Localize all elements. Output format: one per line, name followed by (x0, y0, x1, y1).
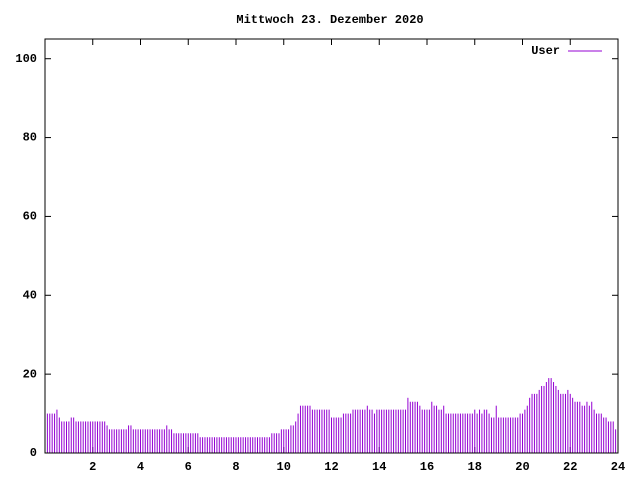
legend-label: User (531, 44, 560, 58)
x-tick-label: 4 (137, 460, 144, 474)
y-tick-label: 20 (23, 367, 37, 381)
chart-title: Mittwoch 23. Dezember 2020 (236, 13, 423, 27)
x-tick-label: 12 (324, 460, 338, 474)
y-tick-label: 0 (30, 446, 37, 460)
x-tick-label: 8 (232, 460, 239, 474)
y-tick-label: 40 (23, 288, 37, 302)
y-tick-label: 60 (23, 210, 37, 224)
y-tick-label: 100 (15, 52, 37, 66)
y-tick-label: 80 (23, 131, 37, 145)
plot-border (44, 38, 619, 454)
x-tick-label: 24 (611, 460, 625, 474)
x-tick-label: 20 (515, 460, 529, 474)
x-tick-label: 16 (420, 460, 434, 474)
x-tick-label: 14 (372, 460, 386, 474)
x-tick-label: 6 (185, 460, 192, 474)
x-tick-label: 22 (563, 460, 577, 474)
x-tick-label: 18 (468, 460, 482, 474)
x-tick-label: 2 (89, 460, 96, 474)
x-tick-label: 10 (277, 460, 291, 474)
